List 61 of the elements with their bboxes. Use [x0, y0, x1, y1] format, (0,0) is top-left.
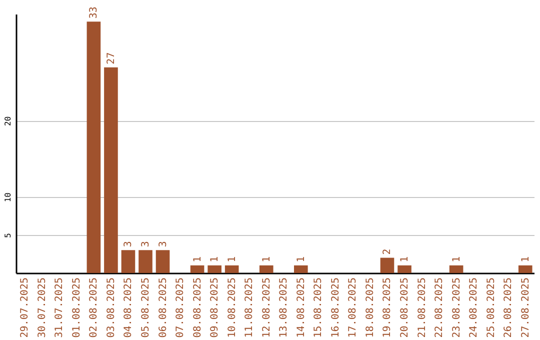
x-tick-label: 11.08.2025: [244, 278, 256, 338]
bar: [86, 22, 101, 273]
x-tick-label: 12.08.2025: [261, 278, 272, 338]
x-tick-label: 05.08.2025: [140, 278, 152, 338]
x-tick-label: 22.08.2025: [434, 278, 446, 338]
bar: [518, 265, 532, 273]
x-tick-label: 02.08.2025: [88, 278, 100, 338]
y-tick-label: 20: [4, 116, 12, 126]
x-tick-label: 14.08.2025: [296, 278, 307, 338]
data-label: 3: [140, 241, 152, 248]
x-tick-label: 19.08.2025: [382, 278, 394, 338]
bar: [224, 265, 239, 273]
data-label: 1: [400, 256, 410, 262]
x-tick-label: 21.08.2025: [416, 278, 428, 338]
x-tick-label: 20.08.2025: [400, 278, 410, 338]
bar: [190, 265, 204, 273]
bar: [104, 67, 118, 273]
x-tick-label: 09.08.2025: [210, 278, 221, 338]
data-label: 1: [296, 256, 307, 262]
bar: [398, 265, 412, 273]
bar: [449, 265, 464, 273]
data-label: 1: [210, 256, 221, 262]
x-tick-label: 24.08.2025: [468, 278, 480, 338]
data-label: 3: [158, 241, 169, 248]
x-tick-label: 07.08.2025: [175, 278, 186, 338]
x-tick-label: 16.08.2025: [330, 278, 342, 338]
data-label: 3: [123, 241, 134, 248]
x-tick-label: 25.08.2025: [486, 278, 497, 338]
x-tick-label: 04.08.2025: [123, 278, 134, 338]
x-tick-label: 01.08.2025: [71, 278, 82, 338]
x-tick-label: 06.08.2025: [158, 278, 169, 338]
x-tick-label: 08.08.2025: [192, 278, 204, 338]
bar: [259, 265, 274, 273]
x-tick-label: 10.08.2025: [226, 278, 238, 338]
data-label: 27: [106, 52, 117, 64]
bar: [138, 250, 152, 273]
bar: [121, 250, 136, 273]
x-tick-label: 17.08.2025: [348, 278, 359, 338]
data-label: 1: [226, 256, 238, 262]
bar: [380, 258, 394, 273]
x-tick-label: 30.07.2025: [36, 278, 48, 338]
x-tick-label: 23.08.2025: [451, 278, 462, 338]
bar: [156, 250, 170, 273]
data-label: 1: [261, 256, 272, 262]
data-label: 2: [382, 248, 394, 255]
x-tick-label: 13.08.2025: [278, 278, 290, 338]
x-tick-label: 27.08.2025: [520, 278, 532, 338]
x-tick-label: 18.08.2025: [364, 278, 376, 338]
data-label: 1: [520, 256, 532, 262]
x-tick-label: 15.08.2025: [313, 278, 324, 338]
y-tick-label: 10: [4, 192, 12, 202]
data-label: 33: [88, 6, 100, 19]
x-tick-label: 31.07.2025: [54, 278, 66, 338]
bar: [294, 265, 308, 273]
x-tick-label: 29.07.2025: [20, 278, 31, 338]
y-tick-label: 5: [4, 232, 12, 238]
bar: [208, 265, 222, 273]
data-label: 1: [451, 256, 462, 262]
x-tick-label: 26.08.2025: [503, 278, 514, 338]
data-label: 1: [192, 256, 204, 262]
x-tick-label: 03.08.2025: [106, 278, 117, 338]
